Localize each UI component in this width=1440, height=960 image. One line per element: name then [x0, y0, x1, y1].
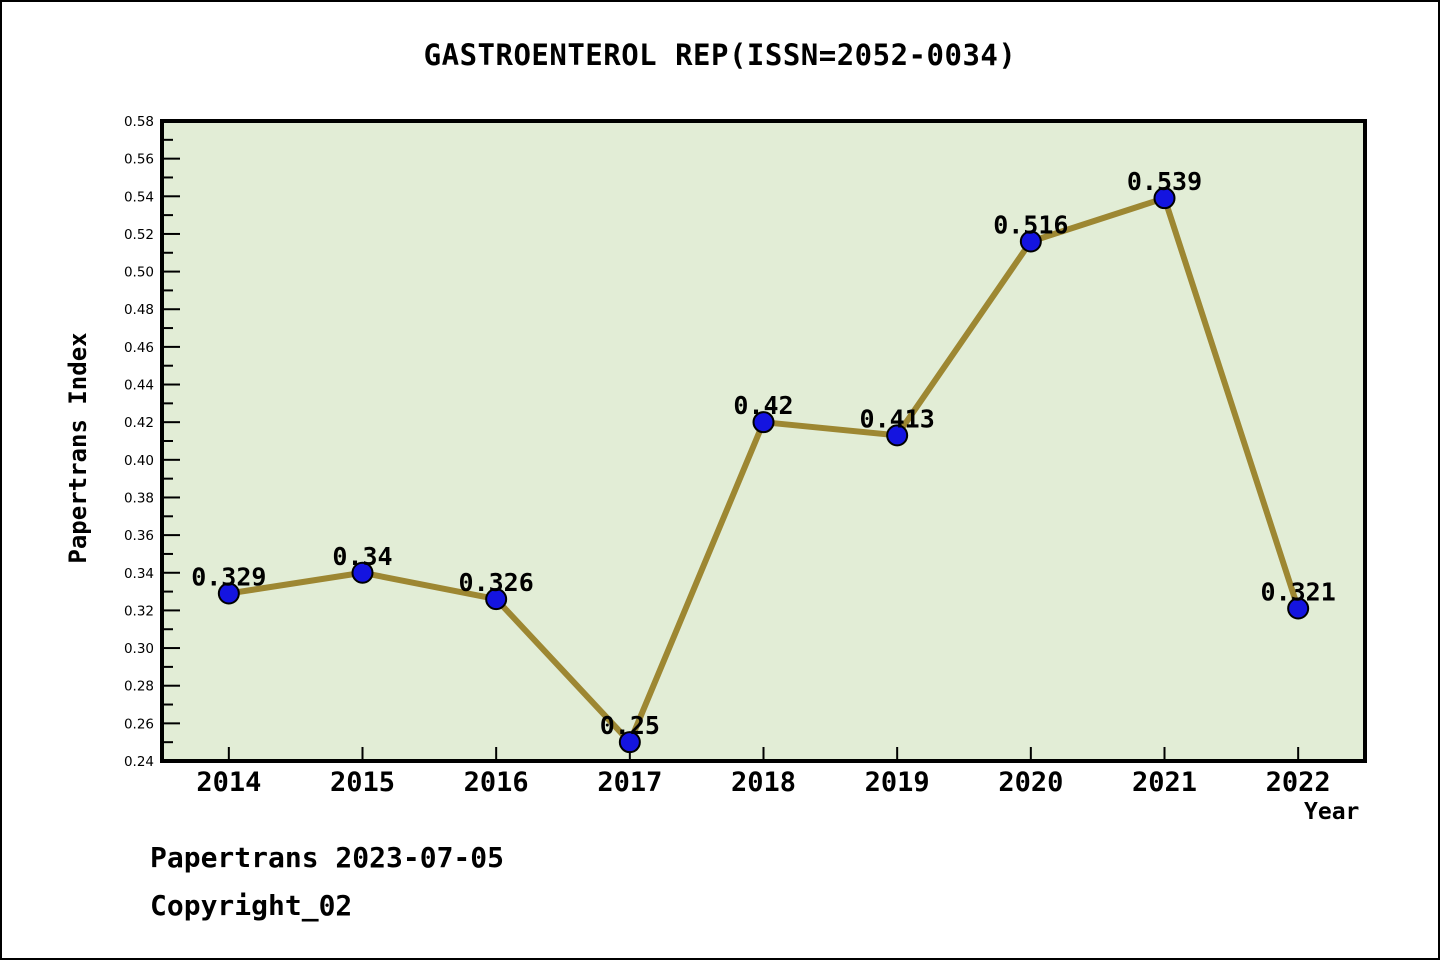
y-tick-label: 0.30 [124, 641, 154, 657]
y-tick-label: 0.46 [124, 340, 154, 356]
data-point-label: 0.413 [860, 404, 935, 433]
data-point [485, 588, 508, 611]
x-tick-label: 2014 [196, 767, 261, 798]
y-tick-label: 0.26 [124, 716, 154, 732]
y-tick-label: 0.34 [124, 566, 154, 582]
chart-title: GASTROENTEROL REP(ISSN=2052-0034) [423, 38, 1017, 72]
footer-source-date: Papertrans 2023-07-05 [150, 841, 505, 874]
data-point-label: 0.42 [733, 391, 793, 420]
y-tick-label: 0.48 [124, 302, 154, 318]
data-point-label: 0.34 [332, 542, 392, 571]
y-tick-label: 0.36 [124, 528, 154, 544]
x-tick-label: 2018 [731, 767, 796, 798]
y-tick-label: 0.58 [124, 114, 154, 130]
data-point-label: 0.326 [459, 568, 534, 597]
x-tick-label: 2016 [464, 767, 529, 798]
x-tick-label: 2022 [1266, 767, 1331, 798]
data-point [1153, 187, 1176, 210]
x-tick-label: 2015 [330, 767, 395, 798]
y-tick-label: 0.38 [124, 490, 154, 506]
data-point-label: 0.321 [1261, 578, 1336, 607]
data-point-label: 0.516 [993, 210, 1068, 239]
plot-area [160, 119, 1367, 763]
x-tick-label: 2021 [1132, 767, 1197, 798]
data-point-label: 0.25 [600, 711, 660, 740]
y-tick-label: 0.56 [124, 152, 154, 168]
x-axis-title: Year [1304, 799, 1360, 825]
data-point [752, 411, 775, 434]
y-tick-label: 0.52 [124, 227, 154, 243]
y-axis-title: Papertrans Index [64, 332, 92, 564]
data-point [618, 731, 641, 754]
y-tick-label: 0.44 [124, 378, 154, 394]
y-tick-label: 0.28 [124, 679, 154, 695]
x-tick-label: 2019 [865, 767, 930, 798]
y-tick-label: 0.32 [124, 603, 154, 619]
y-tick-label: 0.54 [124, 189, 154, 205]
data-point [217, 582, 240, 605]
data-point [1019, 230, 1042, 253]
y-tick-label: 0.42 [124, 415, 154, 431]
x-tick-label: 2020 [998, 767, 1063, 798]
data-point [886, 424, 909, 447]
data-point [351, 561, 374, 584]
y-tick-label: 0.40 [124, 453, 154, 469]
y-tick-label: 0.24 [124, 754, 154, 770]
data-point [1287, 597, 1310, 620]
footer-copyright: Copyright_02 [150, 889, 353, 922]
x-tick-label: 2017 [597, 767, 662, 798]
y-tick-label: 0.50 [124, 265, 154, 281]
data-point-label: 0.539 [1127, 167, 1202, 196]
data-point-label: 0.329 [191, 562, 266, 591]
